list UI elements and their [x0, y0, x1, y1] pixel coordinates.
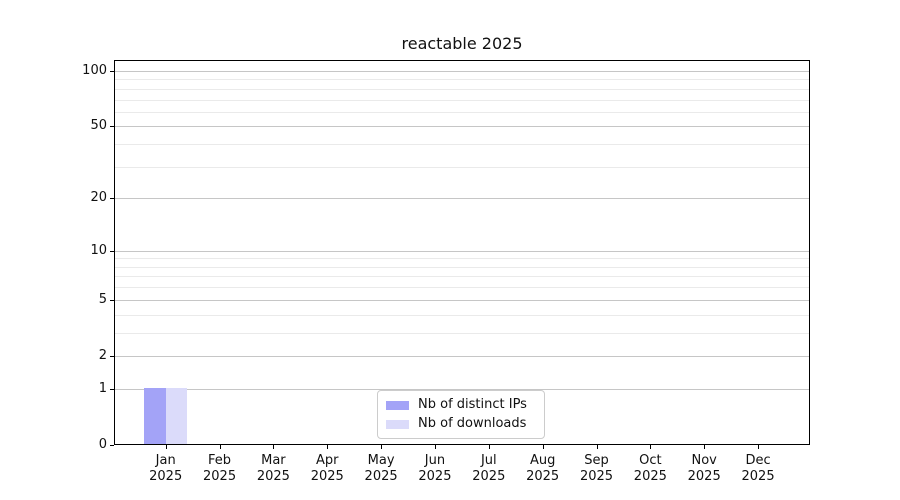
x-tick-month: Sep — [584, 453, 609, 468]
gridline-minor — [115, 88, 809, 90]
gridline-major — [115, 299, 809, 301]
y-tick-label: 100 — [82, 62, 107, 78]
legend-label: Nb of distinct IPs — [418, 397, 527, 412]
x-tick-month: Oct — [639, 453, 662, 468]
x-tick-label: Aug 2025 — [515, 453, 571, 484]
x-tick-label: Jun 2025 — [407, 453, 463, 484]
x-tick-mark — [596, 445, 598, 449]
bar-distinct-ips — [144, 387, 166, 444]
x-tick-mark — [704, 445, 706, 449]
legend-item: Nb of distinct IPs — [386, 397, 535, 413]
y-tick-label: 0 — [98, 437, 107, 452]
x-tick-label: Nov 2025 — [676, 453, 732, 484]
x-tick-year: 2025 — [687, 468, 721, 484]
legend: Nb of distinct IPs Nb of downloads — [377, 390, 545, 439]
x-tick-label: Apr 2025 — [299, 453, 355, 484]
y-tick-mark — [110, 388, 114, 390]
x-tick-year: 2025 — [310, 468, 344, 484]
y-tick-label: 5 — [98, 291, 107, 307]
y-tick-mark — [110, 299, 114, 301]
y-tick-label: 20 — [90, 190, 107, 206]
gridline-minor — [115, 99, 809, 101]
y-tick-mark — [110, 126, 114, 128]
y-tick-mark — [110, 70, 114, 72]
x-tick-year: 2025 — [633, 468, 667, 484]
legend-swatch — [386, 419, 409, 429]
y-tick-mark — [110, 355, 114, 357]
y-tick-mark — [110, 445, 114, 446]
x-tick-label: Dec 2025 — [730, 453, 786, 484]
x-tick-mark — [327, 445, 329, 449]
x-tick-month: Aug — [529, 453, 556, 468]
gridline-minor — [115, 266, 809, 268]
gridline-minor — [115, 314, 809, 316]
x-tick-year: 2025 — [256, 468, 290, 484]
gridline-minor — [115, 111, 809, 113]
y-tick-label: 50 — [90, 118, 107, 134]
gridline-major — [115, 355, 809, 357]
x-tick-label: Sep 2025 — [569, 453, 625, 484]
gridline-minor — [115, 287, 809, 289]
x-tick-mark — [650, 445, 652, 449]
y-tick-label: 10 — [90, 242, 107, 258]
x-tick-mark — [219, 445, 221, 449]
x-tick-label: Feb 2025 — [192, 453, 248, 484]
gridline-minor — [115, 332, 809, 334]
x-tick-mark — [488, 445, 490, 449]
legend-item: Nb of downloads — [386, 416, 535, 432]
legend-swatch — [386, 400, 409, 410]
gridline-minor — [115, 258, 809, 260]
x-tick-label: Oct 2025 — [622, 453, 678, 484]
x-tick-month: Dec — [745, 453, 771, 468]
x-tick-label: May 2025 — [353, 453, 409, 484]
x-tick-label: Jan 2025 — [138, 453, 194, 484]
x-tick-year: 2025 — [526, 468, 560, 484]
plot-area: Nb of distinct IPs Nb of downloads — [114, 60, 810, 445]
x-tick-mark — [434, 445, 436, 449]
y-tick-mark — [110, 250, 114, 252]
x-tick-year: 2025 — [741, 468, 775, 484]
x-tick-month: Jul — [480, 453, 497, 468]
gridline-major — [115, 388, 809, 390]
gridline-major — [115, 250, 809, 252]
x-tick-month: Apr — [316, 453, 339, 468]
x-tick-month: Jun — [424, 453, 446, 468]
x-tick-mark — [542, 445, 544, 449]
x-tick-year: 2025 — [203, 468, 237, 484]
y-tick-mark — [110, 198, 114, 200]
x-tick-month: Feb — [208, 453, 232, 468]
legend-label: Nb of downloads — [418, 416, 527, 431]
gridline-minor — [115, 166, 809, 168]
x-tick-year: 2025 — [579, 468, 614, 484]
x-tick-month: May — [367, 453, 395, 468]
x-tick-month: Jan — [155, 453, 176, 468]
gridline-minor — [115, 144, 809, 146]
x-tick-year: 2025 — [149, 468, 183, 484]
x-tick-mark — [165, 445, 167, 449]
y-tick-label: 1 — [98, 380, 107, 396]
gridline-minor — [115, 276, 809, 278]
x-tick-month: Mar — [261, 453, 286, 468]
x-tick-mark — [381, 445, 383, 449]
x-tick-mark — [758, 445, 760, 449]
chart-title: reactable 2025 — [401, 34, 523, 53]
x-tick-mark — [273, 445, 275, 449]
gridline-major — [115, 198, 809, 200]
gridline-major — [115, 126, 809, 128]
x-tick-year: 2025 — [364, 468, 398, 484]
x-tick-year: 2025 — [472, 468, 506, 484]
x-tick-label: Jul 2025 — [461, 453, 517, 484]
gridline-minor — [115, 79, 809, 81]
x-tick-month: Nov — [691, 453, 717, 468]
gridline-major — [115, 70, 809, 72]
x-tick-year: 2025 — [418, 468, 452, 484]
x-tick-label: Mar 2025 — [245, 453, 301, 484]
bar-downloads — [165, 387, 188, 444]
y-tick-label: 2 — [98, 347, 107, 363]
